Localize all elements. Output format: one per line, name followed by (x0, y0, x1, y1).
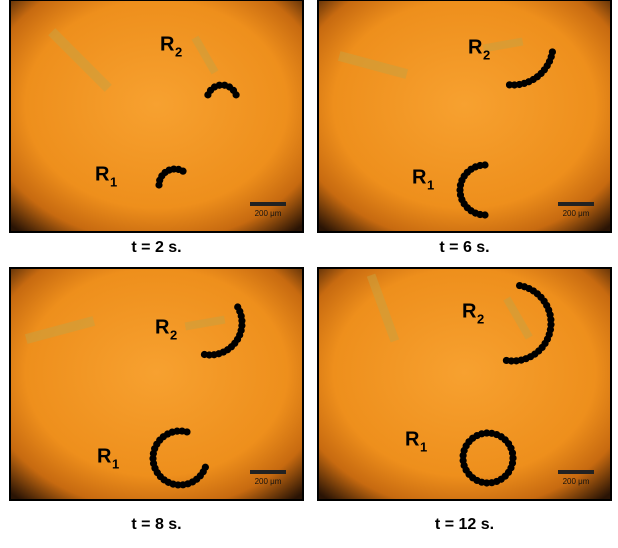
scale-bar (250, 470, 286, 474)
label-sub: 1 (420, 439, 427, 454)
scale-bar (558, 202, 594, 206)
label-sub: 2 (175, 44, 182, 59)
caption: t = 12 s. (435, 516, 494, 533)
caption: t = 2 s. (131, 239, 181, 256)
scale-bar (250, 202, 286, 206)
label-main: R (405, 428, 420, 450)
trail-dot (179, 168, 186, 175)
label-main: R (97, 445, 112, 467)
caption: t = 6 s. (439, 239, 489, 256)
scale-bar-label: 200 μm (255, 209, 282, 218)
caption: t = 8 s. (131, 516, 181, 533)
trail-dot (506, 81, 513, 88)
scale-bar-label: 200 μm (255, 477, 282, 486)
trail-dot (509, 454, 516, 461)
trail-dot (503, 357, 510, 364)
label-main: R (412, 166, 427, 188)
label-main: R (95, 163, 110, 185)
label-sub: 2 (477, 311, 484, 326)
label-main: R (462, 300, 477, 322)
label-sub: 1 (112, 456, 119, 471)
figure: R2R1200 μmt = 2 s.R2R1200 μmt = 6 s.R2R1… (0, 0, 618, 543)
trail-dot (183, 428, 190, 435)
label-sub: 2 (170, 327, 177, 342)
label-main: R (468, 36, 483, 58)
scale-bar-label: 200 μm (563, 477, 590, 486)
trail-dot (481, 161, 488, 168)
trail-dot (232, 91, 239, 98)
label-main: R (160, 33, 175, 55)
label-sub: 1 (427, 177, 434, 192)
scale-bar-label: 200 μm (563, 209, 590, 218)
label-main: R (155, 316, 170, 338)
label-sub: 2 (483, 47, 490, 62)
scale-bar (558, 470, 594, 474)
trail-dot (201, 351, 208, 358)
label-sub: 1 (110, 174, 117, 189)
